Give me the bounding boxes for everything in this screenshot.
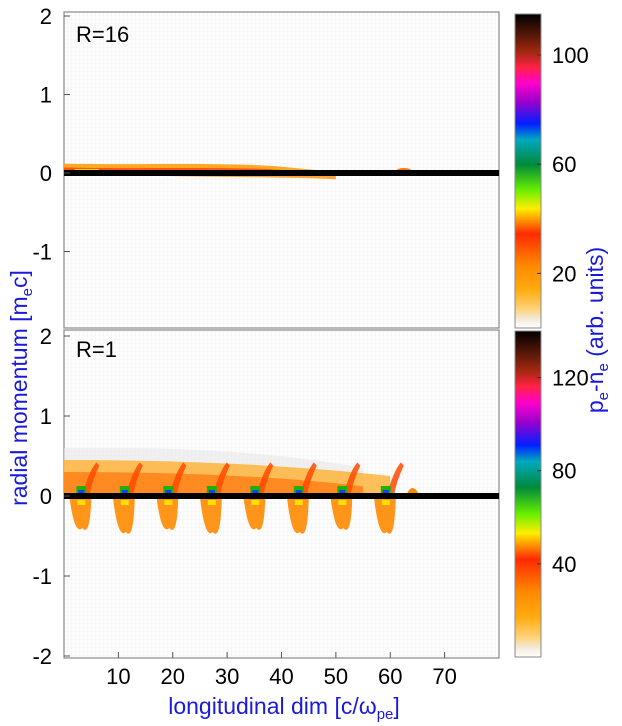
core-mark (338, 500, 347, 505)
core-mark (295, 490, 302, 494)
core-mark (293, 486, 304, 493)
colorbar-tick-label: 60 (552, 152, 576, 177)
plot-marks-bottom (64, 447, 499, 534)
oscillation-crest (125, 462, 143, 496)
core-mark (163, 486, 174, 493)
core-mark (337, 486, 348, 493)
core-mark (121, 490, 128, 494)
plot-marks-top (64, 163, 499, 180)
core-mark (119, 486, 130, 493)
core-mark (165, 490, 172, 494)
oscillation-lobe (69, 496, 92, 530)
oscillation-lobe (286, 496, 309, 534)
y-tick-label: -1 (32, 240, 52, 265)
x-tick-label: 70 (432, 664, 456, 689)
colorbar-label: pe-ne (arb. units) (582, 247, 612, 413)
core-mark (252, 490, 259, 494)
oscillation-lobe (199, 496, 222, 534)
core-mark (382, 490, 389, 494)
y-tick-label: -2 (32, 644, 52, 669)
y-tick-label: 1 (40, 83, 52, 108)
colorbar-ticks-bottom: 40 80 120 (537, 366, 589, 577)
colorbar-tick-label: 40 (552, 552, 576, 577)
oscillation-lobe (373, 496, 396, 534)
x-tick-label: 30 (215, 664, 239, 689)
colorbar-tick-label: 80 (552, 459, 576, 484)
x-tick-label: 60 (378, 664, 402, 689)
colorbar-tick-label: 100 (552, 43, 589, 68)
y-axis-label: radial momentum [mec] (6, 270, 36, 506)
y-tick-label: 0 (40, 484, 52, 509)
oscillation-crest (256, 462, 274, 496)
upper-band-core-bottom (64, 472, 364, 496)
x-tick-label: 10 (106, 664, 130, 689)
beam-line-bottom (64, 493, 499, 499)
core-mark (339, 490, 346, 494)
x-tick-label: 20 (161, 664, 185, 689)
oscillation-crest (212, 462, 230, 496)
core-mark (206, 486, 217, 493)
core-mark (120, 500, 129, 505)
panel-r16: 2 1 0 -1 R=16 20 60 100 (32, 4, 589, 329)
oscillation-lobe (112, 496, 135, 534)
oscillation-crest (299, 462, 317, 496)
oscillation-lobe (156, 496, 179, 530)
oscillation-crest (386, 462, 404, 496)
y-tick-label: 0 (40, 161, 52, 186)
y-tick-label: 2 (40, 324, 52, 349)
oscillation-crest (82, 462, 100, 496)
colorbar-tick-label: 120 (552, 366, 589, 391)
oscillation-lobe (243, 496, 266, 530)
oscillation-lobe (330, 496, 353, 530)
x-ticks-bottom: 10 20 30 40 50 60 70 (106, 652, 457, 689)
x-axis-label: longitudinal dim [c/ωpe] (168, 693, 400, 723)
core-mark (77, 500, 86, 505)
oscillation-crest (343, 462, 361, 496)
x-tick-label: 40 (269, 664, 293, 689)
colorbar-bottom (514, 330, 542, 658)
panel-label-bottom: R=1 (76, 337, 117, 362)
core-mark (207, 500, 216, 505)
x-tick-label: 50 (324, 664, 348, 689)
core-mark (294, 500, 303, 505)
colorbar-tick-label: 20 (552, 261, 576, 286)
y-tick-label: -1 (32, 564, 52, 589)
core-mark (381, 500, 390, 505)
y-ticks-top: 2 1 0 -1 (32, 4, 70, 265)
y-tick-label: 1 (40, 404, 52, 429)
y-tick-label: 2 (40, 4, 52, 29)
core-mark (251, 500, 260, 505)
colorbar-top (514, 13, 542, 329)
core-mark (76, 486, 87, 493)
panel-label-top: R=16 (76, 22, 129, 47)
colorbar-ticks-top: 20 60 100 (537, 43, 589, 286)
oscillation-crest (169, 462, 187, 496)
core-mark (208, 490, 215, 494)
core-mark (380, 486, 391, 493)
core-mark (250, 486, 261, 493)
core-mark (164, 500, 173, 505)
core-mark (78, 490, 85, 494)
y-ticks-bottom: 2 1 0 -1 -2 (32, 324, 70, 669)
beam-line-top (64, 170, 499, 176)
